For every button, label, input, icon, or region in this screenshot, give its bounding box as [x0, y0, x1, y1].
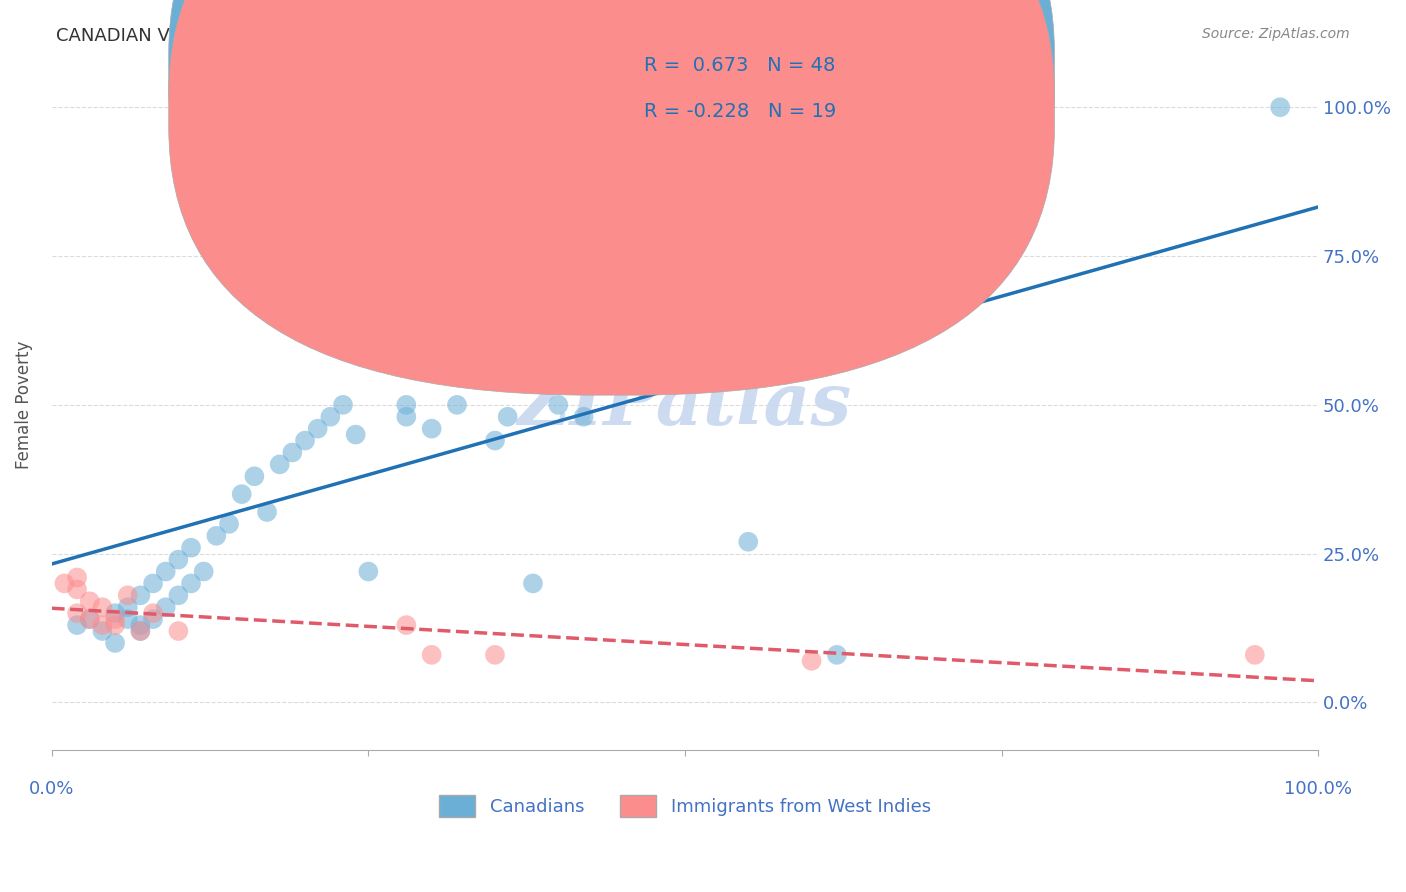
- Point: [1243, 648, 1265, 662]
- Point: [522, 576, 544, 591]
- Point: [117, 612, 139, 626]
- Point: [117, 588, 139, 602]
- Point: [155, 565, 177, 579]
- Point: [231, 487, 253, 501]
- Point: [800, 654, 823, 668]
- Point: [53, 576, 76, 591]
- Point: [91, 618, 114, 632]
- Point: [79, 594, 101, 608]
- Point: [307, 422, 329, 436]
- Text: 100.0%: 100.0%: [1284, 780, 1353, 797]
- Point: [180, 541, 202, 555]
- Point: [79, 612, 101, 626]
- Point: [269, 458, 291, 472]
- Point: [395, 618, 418, 632]
- Point: [344, 427, 367, 442]
- Point: [319, 130, 342, 145]
- Point: [142, 606, 165, 620]
- Point: [572, 409, 595, 424]
- Point: [395, 409, 418, 424]
- Point: [420, 422, 443, 436]
- Point: [129, 618, 152, 632]
- Point: [319, 409, 342, 424]
- Point: [256, 505, 278, 519]
- Point: [243, 469, 266, 483]
- Point: [218, 516, 240, 531]
- Point: [243, 202, 266, 216]
- Text: 0.0%: 0.0%: [30, 780, 75, 797]
- Point: [357, 565, 380, 579]
- Text: CANADIAN VS IMMIGRANTS FROM WEST INDIES FEMALE POVERTY CORRELATION CHART: CANADIAN VS IMMIGRANTS FROM WEST INDIES …: [56, 27, 849, 45]
- Legend: Canadians, Immigrants from West Indies: Canadians, Immigrants from West Indies: [432, 788, 938, 824]
- Point: [446, 398, 468, 412]
- Point: [825, 648, 848, 662]
- Point: [104, 606, 127, 620]
- Point: [281, 445, 304, 459]
- Point: [737, 534, 759, 549]
- Point: [420, 648, 443, 662]
- Point: [129, 624, 152, 638]
- Point: [1268, 100, 1291, 114]
- Point: [66, 606, 89, 620]
- Point: [79, 612, 101, 626]
- Point: [142, 576, 165, 591]
- Point: [142, 612, 165, 626]
- Point: [66, 618, 89, 632]
- Point: [484, 434, 506, 448]
- Text: R =  0.673   N = 48: R = 0.673 N = 48: [644, 55, 835, 75]
- Point: [193, 178, 215, 192]
- Point: [117, 600, 139, 615]
- Point: [91, 600, 114, 615]
- Point: [129, 588, 152, 602]
- Point: [167, 588, 190, 602]
- Text: R = -0.228   N = 19: R = -0.228 N = 19: [644, 102, 837, 121]
- Point: [395, 398, 418, 412]
- Point: [104, 618, 127, 632]
- Point: [484, 648, 506, 662]
- Point: [104, 612, 127, 626]
- Point: [167, 552, 190, 566]
- Point: [547, 398, 569, 412]
- Point: [496, 409, 519, 424]
- Point: [218, 231, 240, 245]
- Point: [91, 624, 114, 638]
- Text: ZIPatlas: ZIPatlas: [517, 369, 852, 441]
- Y-axis label: Female Poverty: Female Poverty: [15, 341, 32, 469]
- Point: [104, 636, 127, 650]
- Point: [180, 576, 202, 591]
- Point: [167, 624, 190, 638]
- Point: [66, 570, 89, 584]
- Point: [155, 600, 177, 615]
- Point: [129, 624, 152, 638]
- Text: Source: ZipAtlas.com: Source: ZipAtlas.com: [1202, 27, 1350, 41]
- Point: [193, 565, 215, 579]
- Point: [332, 398, 354, 412]
- Point: [205, 529, 228, 543]
- Point: [294, 434, 316, 448]
- Point: [66, 582, 89, 597]
